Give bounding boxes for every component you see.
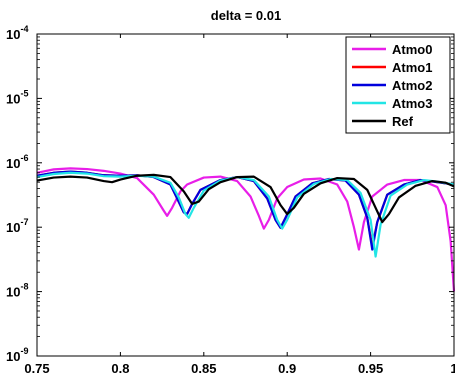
legend-label-ref: Ref [392, 114, 414, 129]
x-tick-label: 0.85 [191, 361, 216, 376]
x-tick-label: 1 [450, 361, 455, 376]
y-tick-label: 10-8 [6, 282, 28, 300]
legend-label-atmo1: Atmo1 [392, 60, 432, 75]
y-tick-label: 10-4 [6, 24, 28, 42]
series-line-atmo0 [36, 167, 455, 292]
axes-frame [36, 33, 455, 357]
series-layer [36, 167, 455, 292]
y-tick-base: 10 [6, 156, 20, 171]
y-tick-base: 10 [6, 27, 20, 42]
y-tick-base: 10 [6, 349, 20, 364]
x-tick-label: 0.75 [24, 361, 49, 376]
y-tick-exponent: -7 [20, 217, 28, 227]
y-tick-label: 10-5 [6, 88, 28, 106]
y-tick-exponent: -9 [20, 346, 28, 356]
x-tick-label: 0.9 [278, 361, 296, 376]
x-tick-label: 0.8 [111, 361, 129, 376]
legend-label-atmo0: Atmo0 [392, 42, 432, 57]
y-tick-label: 10-9 [6, 346, 28, 364]
y-tick-exponent: -4 [20, 24, 28, 34]
y-tick-exponent: -8 [20, 282, 28, 292]
chart-title: delta = 0.01 [211, 8, 281, 23]
legend: Atmo0 Atmo1 Atmo2 Atmo3 Ref [345, 36, 451, 134]
y-tick-base: 10 [6, 285, 20, 300]
series-line-ref [36, 173, 455, 224]
y-tick-exponent: -6 [20, 153, 28, 163]
legend-label-atmo2: Atmo2 [392, 78, 432, 93]
y-tick-exponent: -5 [20, 88, 28, 98]
y-tick-label: 10-6 [6, 153, 28, 171]
y-tick-label: 10-7 [6, 217, 28, 235]
x-tick-label: 0.95 [358, 361, 383, 376]
legend-label-atmo3: Atmo3 [392, 96, 432, 111]
y-tick-base: 10 [6, 220, 20, 235]
axes-layer: 0.75 0.8 0.85 0.9 0.95 110-910-810-710-610-51… [6, 24, 455, 376]
y-tick-base: 10 [6, 91, 20, 106]
series-line-atmo3 [36, 171, 455, 258]
